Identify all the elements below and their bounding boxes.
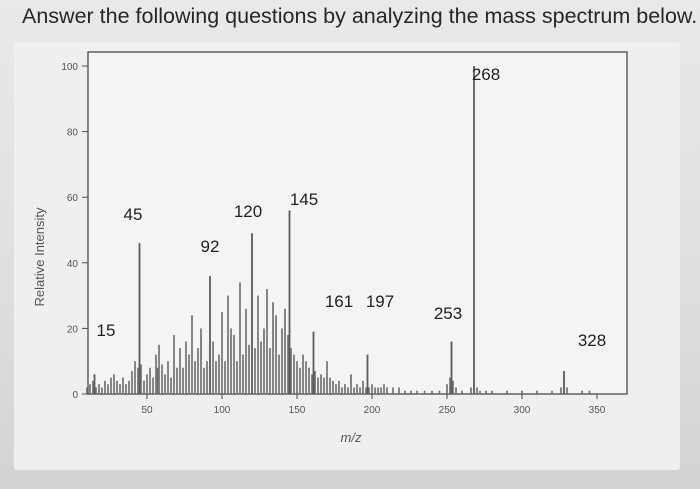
x-tick-label-50: 50 <box>141 405 153 416</box>
x-tick-label-150: 150 <box>289 405 306 416</box>
peak-label-328: 328 <box>578 331 606 350</box>
mass-spectrum-figure: 0 20 40 60 80 100 50 100 150 200 250 300 350 15 45 92… <box>14 42 680 470</box>
peak-label-92: 92 <box>201 237 220 256</box>
peak-label-268: 268 <box>472 65 500 84</box>
y-tick-label-80: 80 <box>67 128 79 139</box>
peak-label-120: 120 <box>234 202 262 221</box>
peak-label-15: 15 <box>97 321 116 340</box>
x-tick-label-100: 100 <box>214 405 231 416</box>
y-tick-label-40: 40 <box>67 259 79 270</box>
y-tick-label-0: 0 <box>72 390 78 401</box>
y-tick-label-60: 60 <box>67 193 79 204</box>
x-tick-label-250: 250 <box>439 405 456 416</box>
peak-label-161: 161 <box>325 292 353 311</box>
mass-spectrum-chart: 0 20 40 60 80 100 50 100 150 200 250 300 350 15 45 92… <box>32 51 628 445</box>
peak-label-145: 145 <box>290 190 318 209</box>
y-tick-label-100: 100 <box>61 62 78 73</box>
x-tick-label-200: 200 <box>364 405 381 416</box>
x-axis-title: m/z <box>341 430 362 445</box>
y-axis-title: Relative Intensity <box>32 207 47 306</box>
peak-label-253: 253 <box>434 304 462 323</box>
peak-label-197: 197 <box>366 292 394 311</box>
x-tick-label-350: 350 <box>589 405 606 416</box>
x-tick-label-300: 300 <box>514 405 531 416</box>
question-text: Answer the following questions by analyz… <box>22 4 698 28</box>
y-tick-label-20: 20 <box>67 324 79 335</box>
plot-frame <box>87 51 628 395</box>
peak-label-45: 45 <box>124 205 143 224</box>
